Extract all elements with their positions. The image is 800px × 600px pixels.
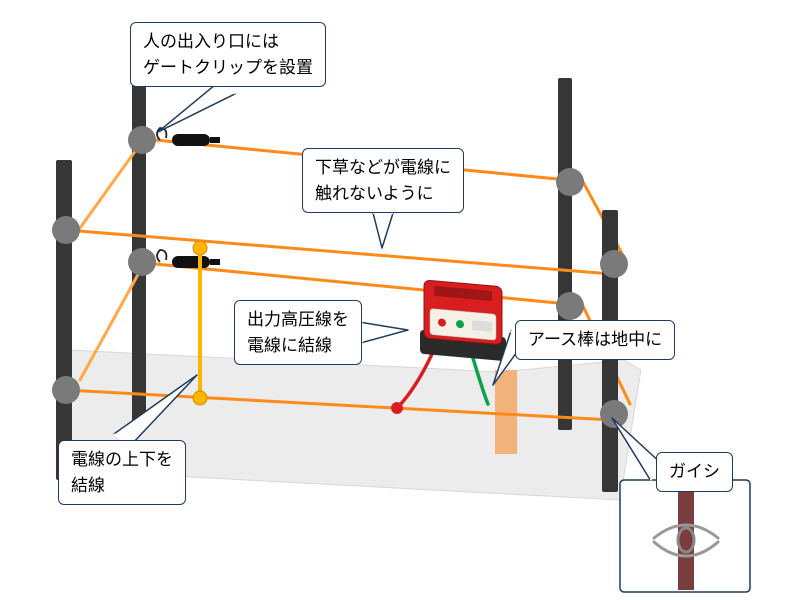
gate-hook-icon [157, 250, 166, 262]
callout-earth-rod: アース棒は地中に [515, 320, 675, 360]
hv-output-terminal-icon [391, 402, 403, 414]
gate-clip-end [210, 137, 220, 143]
insulator-icon [128, 248, 156, 276]
callout-tail [362, 323, 408, 343]
callout-line: 触れないように [315, 184, 434, 203]
insulator-icon [600, 250, 628, 278]
callout-tail [158, 80, 235, 132]
gate-clip-handle [172, 134, 210, 146]
insulator-icon [556, 292, 584, 320]
callout-line: 出力高圧線を [247, 310, 349, 329]
callout-line: 人の出入り口には [143, 32, 279, 51]
callout-gaishi: ガイシ [656, 452, 733, 492]
callout-vertical-conn: 電線の上下を結線 [58, 440, 186, 505]
callout-line: 電線の上下を [71, 450, 173, 469]
callout-line: ゲートクリップを設置 [143, 58, 313, 77]
callout-line: ガイシ [669, 462, 720, 481]
callout-gate-clip: 人の出入り口にはゲートクリップを設置 [130, 22, 326, 87]
energizer-unit [420, 280, 506, 362]
fence-wire [155, 264, 568, 304]
callout-output-wire: 出力高圧線を電線に結線 [234, 300, 362, 365]
connector-dot-icon [193, 391, 207, 405]
callout-grass: 下草などが電線に触れないように [302, 148, 464, 213]
earth-stake [495, 370, 517, 454]
callout-line: アース棒は地中に [528, 330, 662, 349]
diagram-scene [0, 0, 800, 600]
callout-tail [373, 213, 393, 248]
gate-clip-handle [172, 256, 210, 268]
callout-line: 下草などが電線に [315, 158, 451, 177]
gaishi-inset [620, 480, 750, 592]
insulator-icon [556, 168, 584, 196]
callout-line: 結線 [71, 476, 105, 495]
insulator-icon [52, 376, 80, 404]
gate-clip-end [210, 259, 220, 265]
post-front-left [56, 160, 72, 480]
post-back-right [558, 78, 572, 430]
insulator-icon [128, 126, 156, 154]
connector-dot-icon [193, 241, 207, 255]
insulator-icon [600, 400, 628, 428]
callout-line: 電線に結線 [247, 336, 332, 355]
insulator-icon [52, 216, 80, 244]
